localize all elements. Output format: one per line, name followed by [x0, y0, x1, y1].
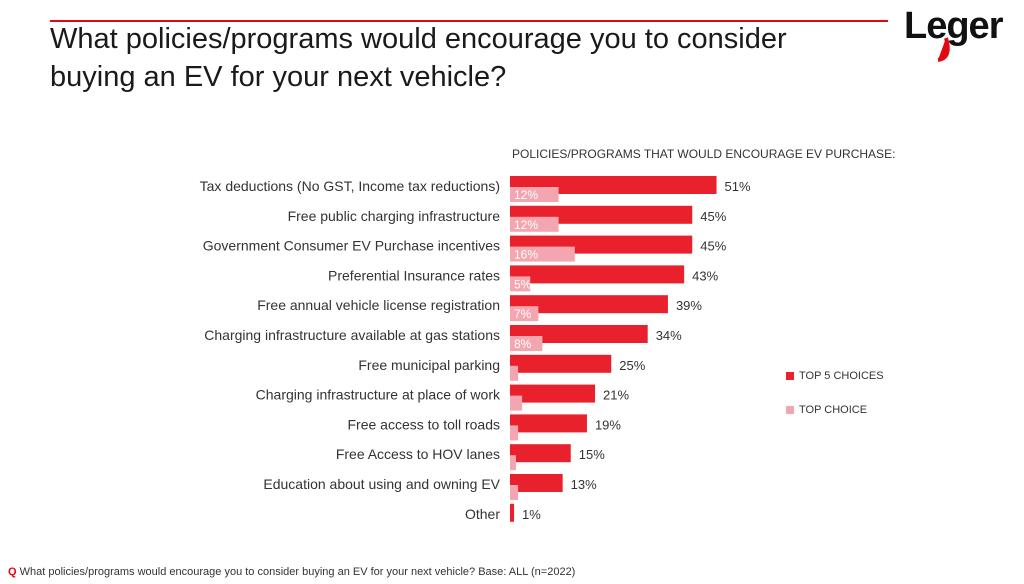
leger-logo: Leger [904, 5, 1005, 62]
chart-title: POLICIES/PROGRAMS THAT WOULD ENCOURAGE E… [512, 147, 896, 161]
legend-top-choice-swatch [786, 406, 794, 414]
legend-top-choice: TOP CHOICE [786, 404, 867, 416]
bar-top5 [510, 414, 587, 433]
bar-top-choice [510, 306, 539, 322]
bar-top5 [510, 384, 596, 403]
value-label-top5: 39% [676, 298, 702, 313]
legend-top5-label: TOP 5 CHOICES [799, 370, 884, 382]
category-label: Other [465, 506, 500, 522]
category-label: Free Access to HOV lanes [336, 446, 500, 462]
bar-top-choice [510, 455, 516, 471]
bar-top-choice [510, 336, 543, 351]
category-label: Free public charging infrastructure [288, 208, 501, 224]
value-label-top5: 21% [603, 388, 629, 403]
logo-text: Leger [904, 5, 1004, 47]
value-label-top5: 25% [619, 358, 645, 373]
value-label-top-choice: 12% [514, 218, 538, 232]
category-label: Charging infrastructure available at gas… [204, 327, 500, 343]
value-label-top-choice: 16% [514, 248, 538, 262]
bar-top-choice [510, 246, 575, 262]
bar-top5 [510, 325, 648, 343]
value-label-top5: 45% [700, 209, 726, 224]
value-label-top5: 45% [700, 239, 726, 254]
footnote-q-marker: Q [8, 566, 17, 578]
legend-top5-swatch [786, 372, 794, 380]
value-label-top5: 34% [656, 328, 682, 343]
bar-top-choice [510, 425, 519, 441]
category-label: Tax deductions (No GST, Income tax reduc… [200, 178, 500, 194]
bar-top-choice [510, 216, 559, 232]
page-title: What policies/programs would encourage y… [50, 23, 787, 93]
value-label-top5: 1% [522, 507, 541, 522]
value-label-top5: 15% [579, 447, 605, 462]
legend-top5: TOP 5 CHOICES [786, 370, 884, 382]
value-label-top-choice: 12% [514, 188, 538, 202]
category-label: Preferential Insurance rates [328, 267, 500, 283]
bar-top-choice [510, 276, 531, 292]
category-label: Free municipal parking [358, 357, 500, 373]
value-label-top5: 19% [595, 417, 621, 432]
value-label-top5: 13% [571, 477, 597, 492]
bar-top5 [510, 474, 563, 492]
logo-swash-icon [937, 37, 950, 62]
title-rule [50, 20, 888, 22]
category-label: Education about using and owning EV [263, 476, 500, 492]
bar-top5 [510, 503, 515, 522]
bar-top-choice [510, 365, 519, 381]
category-label: Free annual vehicle license registration [257, 297, 500, 313]
bar-top5 [510, 295, 668, 314]
bar-top-choice [510, 395, 523, 411]
bar-top5 [510, 354, 612, 373]
bar-top5 [510, 176, 717, 194]
bar-top5 [510, 265, 685, 284]
value-label-top-choice: 5% [514, 277, 532, 291]
footnote-text: What policies/programs would encourage y… [19, 566, 576, 578]
value-label-top-choice: 8% [514, 337, 532, 351]
legend-top-choice-label: TOP CHOICE [799, 404, 868, 416]
category-label: Charging infrastructure at place of work [256, 387, 501, 403]
category-label: Free access to toll roads [347, 416, 500, 432]
bar-top-choice [510, 187, 559, 202]
value-label-top5: 43% [692, 268, 718, 283]
bar-top-choice [510, 485, 519, 500]
footnote: Q What policies/programs would encourage… [8, 566, 575, 578]
value-label-top5: 51% [725, 179, 751, 194]
bar-top5 [510, 444, 571, 463]
value-label-top-choice: 7% [514, 307, 532, 321]
category-label: Government Consumer EV Purchase incentiv… [203, 238, 500, 254]
